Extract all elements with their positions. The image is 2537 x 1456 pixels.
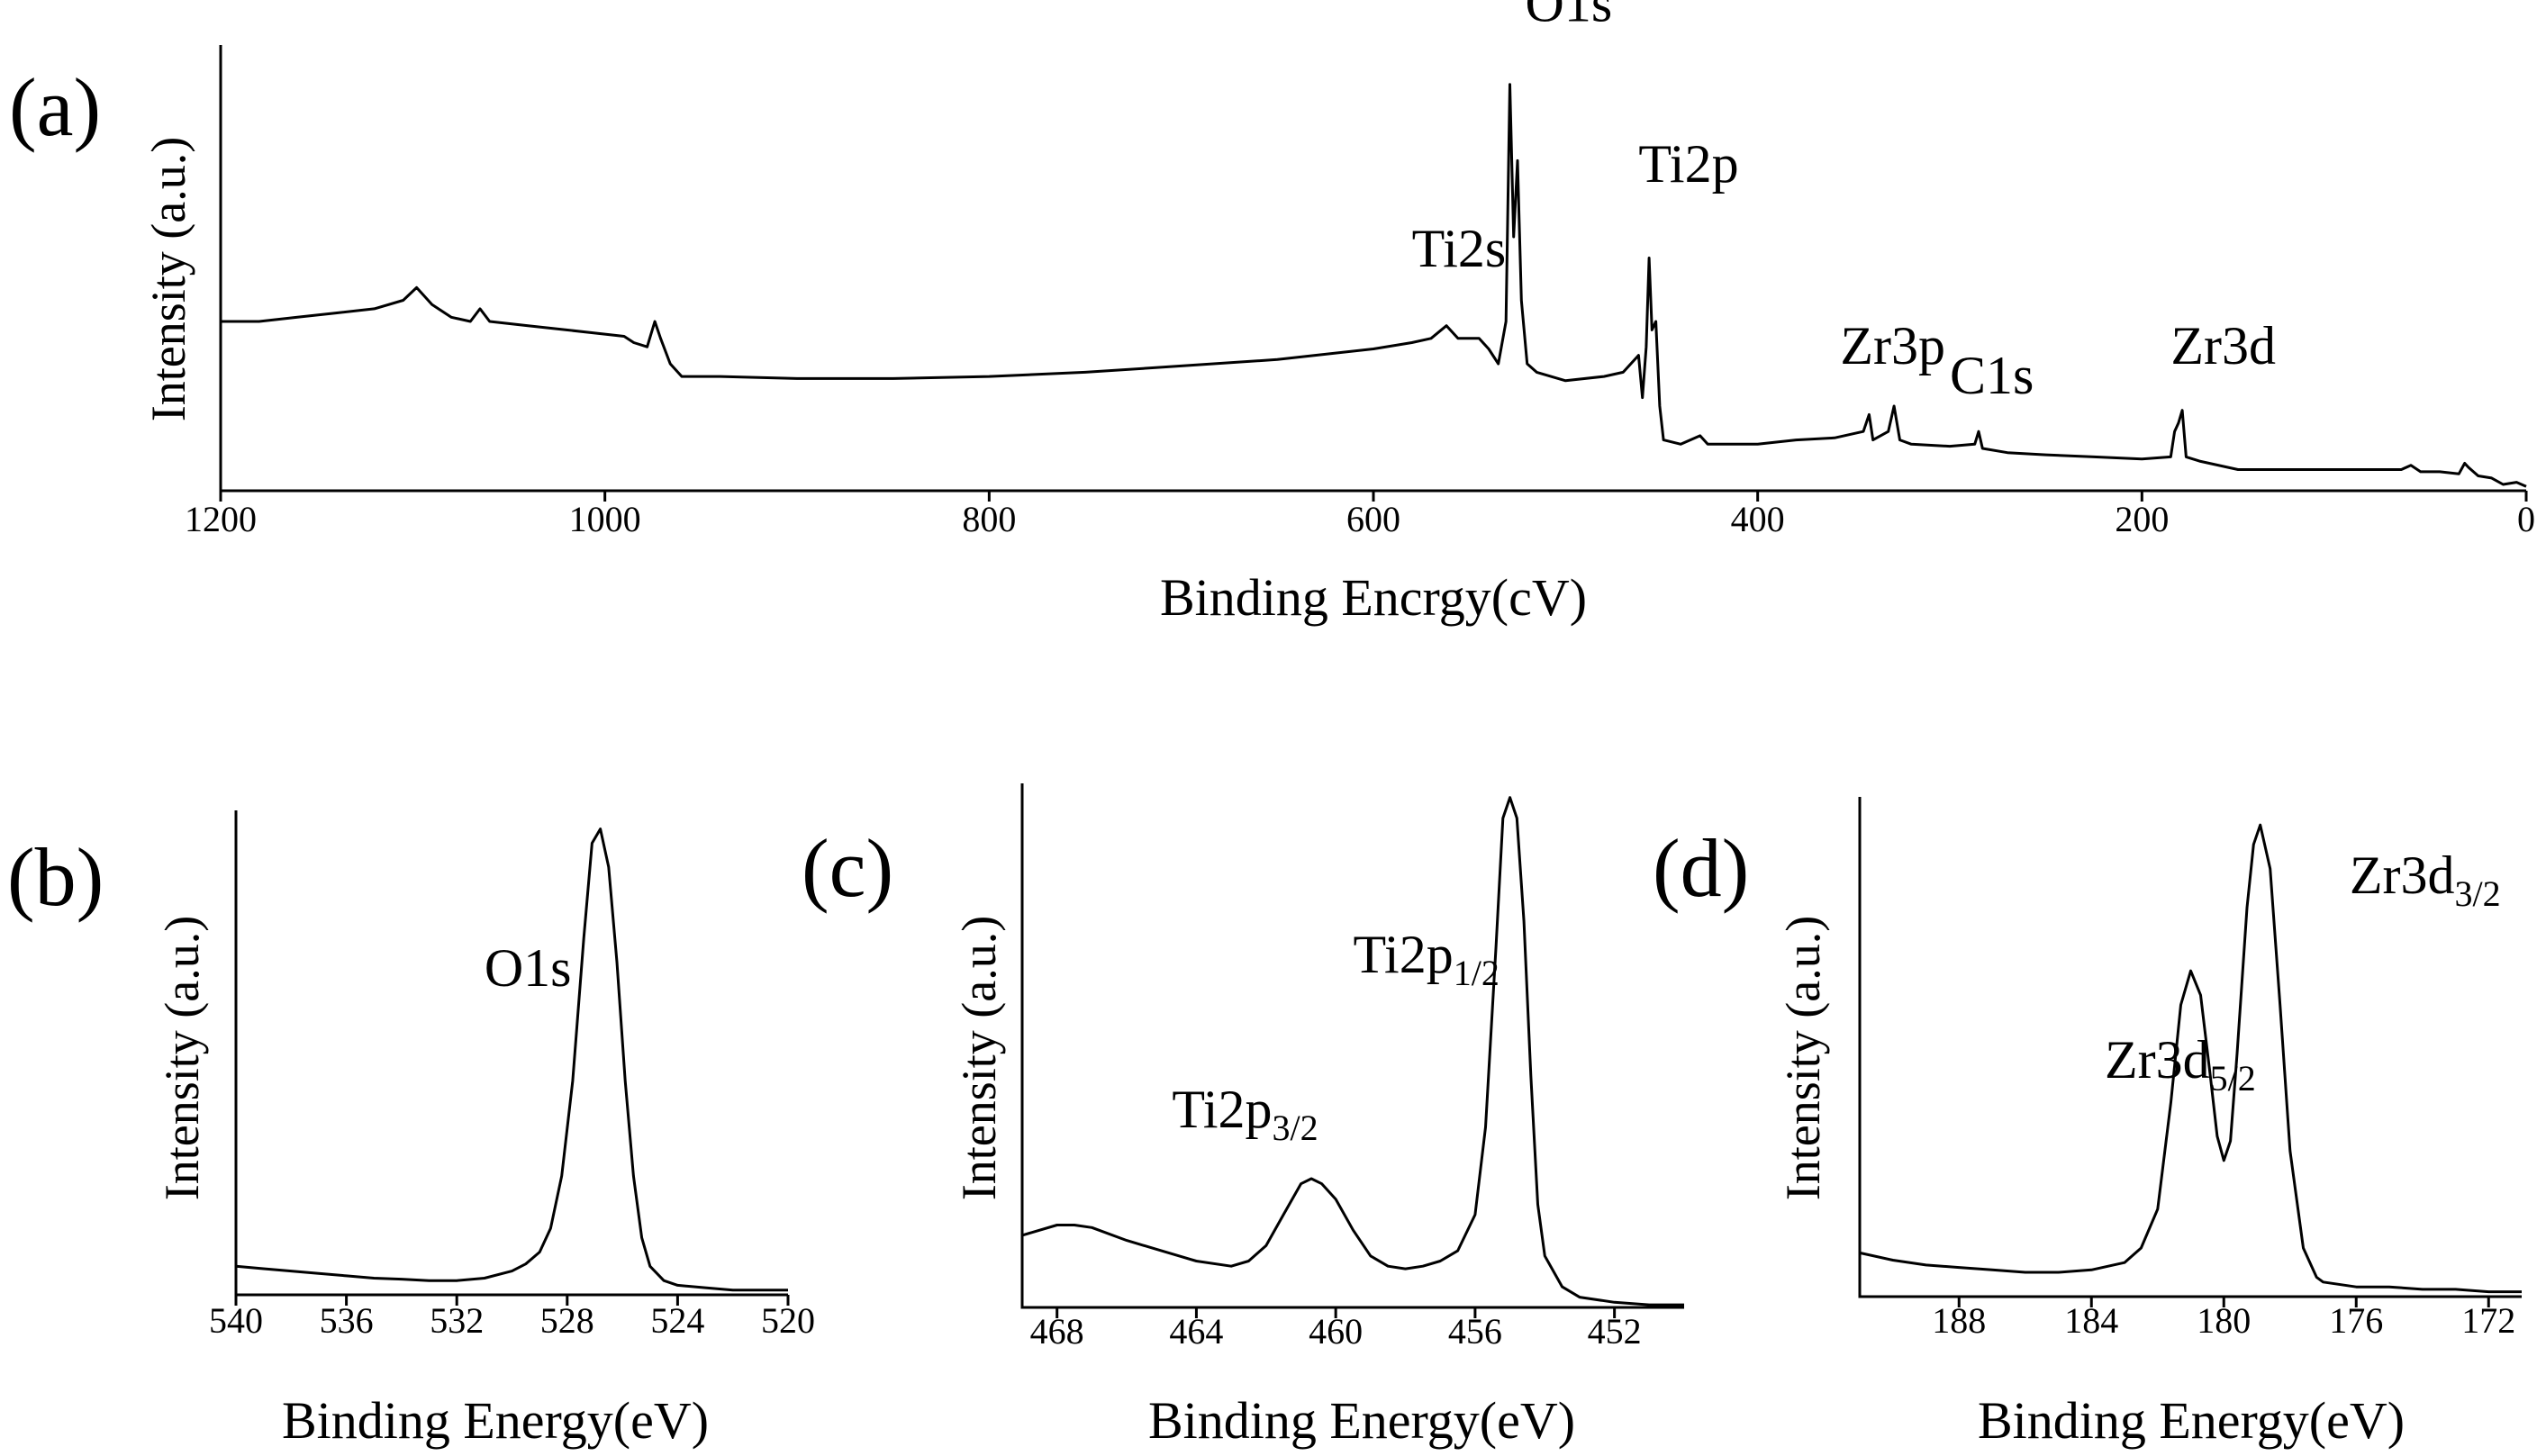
x-tick-label-d: 172: [2461, 1300, 2515, 1341]
peak-label-ti2p-3-2: Ti2p3/2: [1172, 1080, 1318, 1148]
x-tick-label-d: 176: [2329, 1300, 2383, 1341]
x-tick-label-a: 1000: [569, 499, 641, 539]
peak-label-zr3d-5-2: Zr3d5/2: [2105, 1030, 2256, 1099]
x-tick-label-a: 600: [1346, 499, 1400, 539]
o1s-spectrum-line: [235, 827, 788, 1292]
peak-label-subscript: 3/2: [2455, 873, 2501, 914]
peak-label-o1s: O1s: [485, 938, 572, 998]
peak-label-c1s: C1s: [1950, 346, 2034, 405]
peak-label-ti2p: Ti2p: [1638, 134, 1738, 194]
x-tick-label-b: 532: [430, 1300, 484, 1341]
x-tick-label-a: 1200: [185, 499, 257, 539]
panel-label-c: (c): [802, 822, 893, 914]
y-axis-title-b: Intensity (a.u.): [155, 916, 209, 1200]
axes-frame-d: [1858, 797, 2522, 1298]
panel-label-a: (a): [9, 61, 101, 153]
peak-label-zr3d-3-2: Zr3d3/2: [2350, 846, 2501, 914]
ti2p-spectrum-line: [1021, 796, 1684, 1307]
x-axis-title-a: Binding Encrgy(cV): [1160, 568, 1587, 627]
x-tick-label-b: 520: [761, 1300, 815, 1341]
x-axis-title-b: Binding Energy(eV): [282, 1391, 709, 1450]
x-tick-label-a: 800: [962, 499, 1016, 539]
x-tick-label-c: 452: [1588, 1311, 1642, 1352]
peak-label-subscript: 5/2: [2210, 1058, 2256, 1099]
x-tick-label-a: 200: [2115, 499, 2169, 539]
peak-label-ti2s: Ti2s: [1412, 219, 1507, 278]
x-tick-label-b: 536: [320, 1300, 374, 1341]
peak-label-o1s: O1s: [1526, 0, 1613, 32]
survey-spectrum-line: [221, 83, 2527, 488]
peak-label-zr3p: Zr3p: [1840, 316, 1945, 375]
x-tick-label-d: 188: [1932, 1300, 1986, 1341]
peak-label-subscript: 3/2: [1273, 1108, 1318, 1148]
x-tick-label-c: 468: [1030, 1311, 1084, 1352]
x-tick-label-a: 400: [1731, 499, 1785, 539]
peak-label-ti2p-1-2: Ti2p1/2: [1354, 925, 1500, 993]
x-tick-label-a: 0: [2517, 499, 2535, 539]
ti2p-spectrum-panel: (c) Intensity (a.u.) 468 464 460 456 452 Ti2…: [802, 783, 1684, 1450]
x-tick-label-b: 528: [540, 1300, 594, 1341]
x-tick-label-d: 180: [2197, 1300, 2251, 1341]
survey-spectrum-panel: (a) Intensity (a.u.) 1200 1000 800 600 400 20…: [9, 0, 2535, 627]
y-axis-title-a: Intensity (a.u.): [141, 137, 195, 421]
y-axis-title-c: Intensity (a.u.): [952, 916, 1006, 1200]
o1s-spectrum-panel: (b) Intensity (a.u.) 540 536 532 528 524 520 …: [7, 810, 815, 1450]
x-tick-label-c: 460: [1309, 1311, 1363, 1352]
panel-label-d: (d): [1653, 822, 1749, 914]
axes-frame-b: [234, 810, 788, 1297]
peak-label-subscript: 1/2: [1454, 953, 1500, 993]
x-tick-label-d: 184: [2064, 1300, 2118, 1341]
x-tick-label-c: 456: [1448, 1311, 1502, 1352]
x-tick-label-b: 540: [209, 1300, 263, 1341]
x-tick-label-c: 464: [1169, 1311, 1223, 1352]
peak-label-zr3d: Zr3d: [2170, 316, 2276, 375]
zr3d-spectrum-line: [1859, 823, 2522, 1294]
y-axis-title-d: Intensity (a.u.): [1776, 916, 1830, 1200]
zr3d-spectrum-panel: (d) Intensity (a.u.) 188 184 180 176 172 Zr3…: [1653, 797, 2522, 1450]
axes-frame-c: [1020, 783, 1684, 1309]
x-axis-title-c: Binding Energy(eV): [1148, 1391, 1575, 1450]
panel-label-b: (b): [7, 831, 104, 923]
axes-frame-a: [219, 45, 2526, 493]
x-tick-label-b: 524: [650, 1300, 704, 1341]
x-axis-title-d: Binding Energy(eV): [1978, 1391, 2405, 1450]
